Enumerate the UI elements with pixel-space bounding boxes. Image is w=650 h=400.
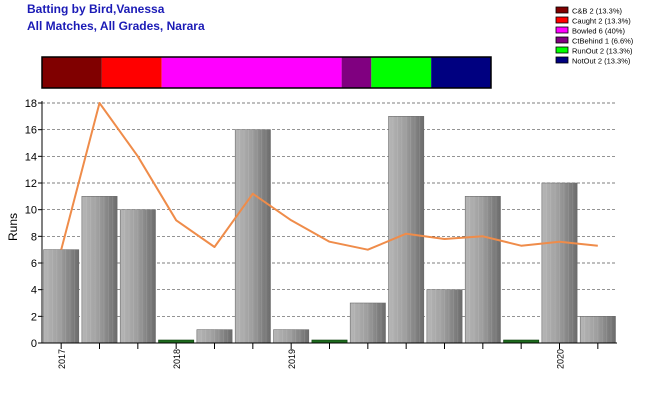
dismissal-segment xyxy=(101,57,162,88)
legend-swatch xyxy=(555,26,569,34)
legend-label: Bowled 6 (40%) xyxy=(572,27,625,36)
chart-title: Batting by Bird,Vanessa xyxy=(27,2,165,16)
dismissal-segment xyxy=(42,57,102,88)
y-tick-label: 16 xyxy=(25,125,37,137)
bar xyxy=(426,289,463,344)
legend-label: RunOut 2 (13.3%) xyxy=(572,47,633,56)
dismissal-segment xyxy=(371,57,432,88)
x-tick-label: 2020 xyxy=(556,349,566,369)
axes: 0 2 4 6 8 10 12 14 16 18 2017 2018 2019 2020 Runs xyxy=(6,98,617,369)
legend: C&B 2 (13.3%)Caught 2 (13.3%)Bowled 6 (4… xyxy=(555,6,634,66)
legend-swatch xyxy=(555,56,569,64)
legend-swatch xyxy=(555,16,569,24)
legend-label: C&B 2 (13.3%) xyxy=(572,7,623,16)
dismissal-segment xyxy=(341,57,372,88)
y-tick-label: 8 xyxy=(31,231,37,243)
y-tick-label: 18 xyxy=(25,98,37,110)
x-tick-label: 2017 xyxy=(57,349,67,369)
chart-subtitle: All Matches, All Grades, Narara xyxy=(27,19,205,33)
legend-label: CtBehind 1 (6.6%) xyxy=(572,37,634,46)
dismissal-segment xyxy=(431,57,491,88)
bar xyxy=(119,209,156,344)
dismissal-strip-border xyxy=(41,56,492,89)
trend-line xyxy=(60,102,598,251)
bar xyxy=(43,249,80,344)
x-tick-label: 2019 xyxy=(287,349,297,369)
y-tick-label: 14 xyxy=(25,151,37,163)
dismissal-strip xyxy=(41,56,492,89)
legend-swatch xyxy=(555,6,569,14)
legend-label: NotOut 2 (13.3%) xyxy=(572,57,631,66)
legend-label: Caught 2 (13.3%) xyxy=(572,17,631,26)
y-tick-label: 0 xyxy=(31,338,37,350)
y-tick-label: 12 xyxy=(25,178,37,190)
y-tick-label: 2 xyxy=(31,311,37,323)
legend-swatch xyxy=(555,36,569,44)
bar xyxy=(234,129,271,344)
legend-swatch xyxy=(555,46,569,54)
bar xyxy=(464,196,501,344)
y-tick-label: 4 xyxy=(31,285,37,297)
dismissal-segment xyxy=(161,57,342,88)
x-tick-label: 2018 xyxy=(172,349,182,369)
trend-series-line xyxy=(60,102,598,251)
y-tick-label: 10 xyxy=(25,205,37,217)
y-axis-label: Runs xyxy=(6,213,20,241)
bar xyxy=(541,182,578,344)
y-tick-label: 6 xyxy=(31,258,37,270)
bars xyxy=(43,116,616,344)
